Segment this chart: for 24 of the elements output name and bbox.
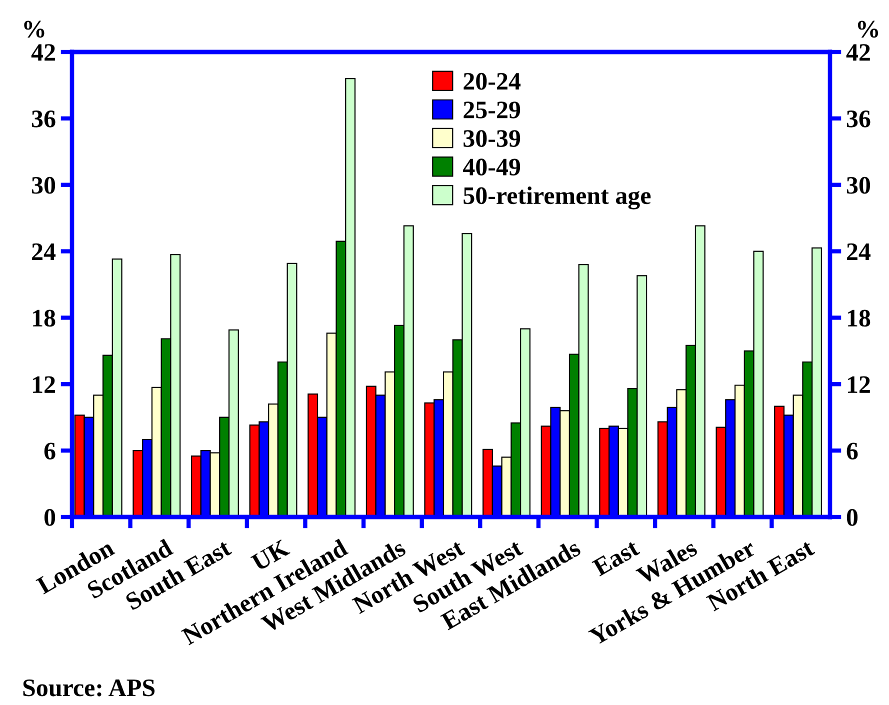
y-tick-label: 0 [44,509,56,526]
y2-axis-title: % [858,20,878,38]
y2-tick-label: 42 [846,44,870,61]
legend-label: 50-retirement age [464,186,651,210]
source-note: Source: APS [23,679,155,696]
y-tick-label: 36 [32,110,56,128]
y-tick-label: 12 [33,376,55,393]
y2-tick-label: 6 [846,442,858,460]
legend-label: 25-29 [464,102,520,118]
y2-tick-label: 0 [846,509,858,526]
y-tick-label: 24 [32,243,56,260]
y2-tick-label: 18 [848,310,870,327]
y2-tick-label: 30 [846,176,870,194]
y2-tick-label: 24 [847,243,871,260]
legend-label: 40-49 [463,158,520,176]
legend-label: 20-24 [464,72,521,90]
y-tick-label: 42 [31,44,55,61]
y-axis-title: % [24,20,44,38]
y2-tick-label: 36 [846,110,870,128]
y2-tick-label: 12 [848,376,870,393]
y-tick-label: 18 [33,310,56,327]
legend-label: 30-39 [464,130,520,147]
y-tick-label: 6 [44,442,56,460]
y-tick-label: 30 [32,176,56,194]
